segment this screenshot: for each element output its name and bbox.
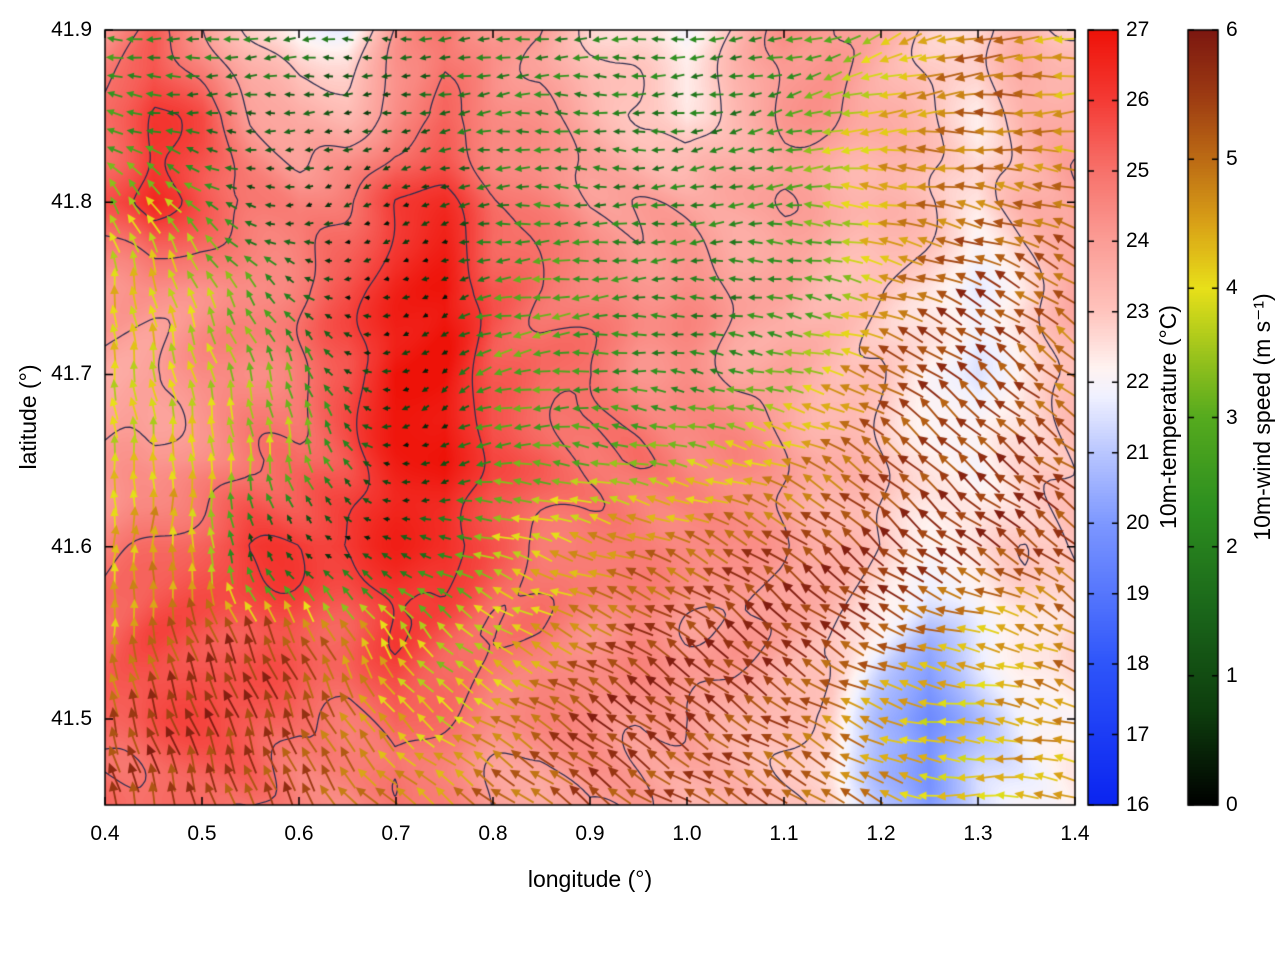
temperature-colorbar-label: 10m-temperature (°C) xyxy=(1155,305,1181,529)
temperature-cb-tick-21: 21 xyxy=(1126,440,1150,464)
wind-colorbar-label: 10m-wind speed (m s⁻¹) xyxy=(1249,293,1275,541)
temperature-cb-tick-17: 17 xyxy=(1126,722,1150,746)
y-tick-41.9: 41.9 xyxy=(51,18,92,41)
wind-cb-tick-2: 2 xyxy=(1226,534,1238,558)
wind-cb-tick-6: 6 xyxy=(1226,18,1238,41)
temperature-cb-tick-24: 24 xyxy=(1126,229,1150,253)
temperature-cb-tick-19: 19 xyxy=(1126,581,1150,605)
temperature-cb-tick-27: 27 xyxy=(1126,18,1150,41)
temperature-cb-tick-22: 22 xyxy=(1126,370,1150,394)
temperature-cb-tick-16: 16 xyxy=(1126,793,1150,816)
y-tick-41.8: 41.8 xyxy=(51,190,92,214)
wind-cb-tick-1: 1 xyxy=(1226,663,1238,687)
y-tick-41.5: 41.5 xyxy=(51,706,92,730)
wind-cb-tick-3: 3 xyxy=(1226,405,1238,429)
x-tick-0.9: 0.9 xyxy=(575,822,605,845)
x-tick-0.6: 0.6 xyxy=(284,822,314,845)
wind-cb-tick-0: 0 xyxy=(1226,793,1238,816)
wind-cb-tick-5: 5 xyxy=(1226,147,1238,171)
x-tick-0.7: 0.7 xyxy=(381,822,411,845)
x-tick-1.2: 1.2 xyxy=(866,822,896,845)
temperature-cb-tick-20: 20 xyxy=(1126,511,1150,535)
temperature-cb-tick-23: 23 xyxy=(1126,299,1150,323)
x-tick-1.0: 1.0 xyxy=(672,822,702,845)
x-tick-1.3: 1.3 xyxy=(963,822,993,845)
x-tick-1.4: 1.4 xyxy=(1060,822,1090,845)
temperature-cb-tick-25: 25 xyxy=(1126,158,1150,182)
x-axis-label: longitude (°) xyxy=(527,866,653,892)
temperature-cb-tick-18: 18 xyxy=(1126,652,1150,676)
y-tick-41.6: 41.6 xyxy=(51,534,92,558)
x-tick-1.1: 1.1 xyxy=(769,822,799,845)
x-tick-0.4: 0.4 xyxy=(90,822,120,845)
x-tick-0.5: 0.5 xyxy=(187,822,217,845)
wind-cb-tick-4: 4 xyxy=(1226,276,1238,300)
y-tick-41.7: 41.7 xyxy=(51,362,92,386)
y-axis-label: latitude (°) xyxy=(15,364,41,470)
x-tick-0.8: 0.8 xyxy=(478,822,508,845)
temperature-cb-tick-26: 26 xyxy=(1126,88,1150,112)
